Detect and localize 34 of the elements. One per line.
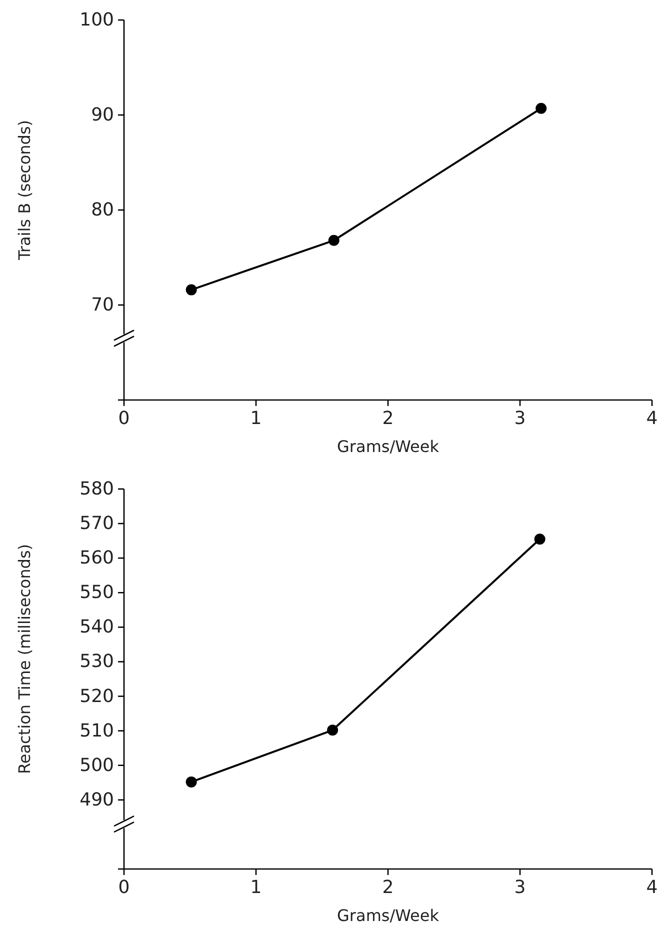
x-tick-label: 2 [382, 408, 394, 429]
y-tick-label: 520 [80, 686, 114, 707]
y-tick-label: 510 [80, 720, 114, 742]
y-tick-label: 530 [80, 651, 114, 672]
point [536, 102, 547, 114]
x-axis-title: Grams/Week [337, 906, 440, 925]
point [327, 724, 338, 736]
x-tick-label: 0 [118, 877, 130, 898]
point [186, 284, 197, 296]
y-tick-label: 560 [80, 548, 114, 569]
y-axis-title: Reaction Time (milliseconds) [15, 544, 34, 774]
x-tick-label: 3 [514, 408, 526, 429]
x-tick-label: 1 [250, 408, 262, 429]
y-tick-label: 550 [80, 582, 114, 604]
y-axis-title: Trails B (seconds) [15, 120, 34, 262]
x-tick-label: 4 [646, 408, 658, 429]
point [186, 776, 197, 788]
x-tick-label: 0 [118, 408, 130, 429]
x-tick-label: 2 [382, 877, 394, 898]
x-tick-label: 3 [514, 877, 526, 898]
y-tick-label: 570 [80, 513, 114, 534]
y-tick-label: 100 [80, 10, 114, 30]
point [534, 534, 546, 545]
x-tick-label: 1 [250, 877, 262, 898]
y-tick-label: 540 [80, 616, 114, 638]
point [328, 234, 340, 246]
y-tick-label: 70 [91, 294, 114, 316]
y-tick-label: 90 [91, 104, 114, 126]
x-tick-label: 4 [646, 877, 658, 898]
y-tick-label: 490 [80, 789, 114, 810]
y-tick-label: 500 [80, 754, 114, 776]
y-tick-label: 580 [80, 478, 114, 500]
x-axis-title: Grams/Week [337, 437, 440, 456]
y-tick-label: 80 [91, 200, 114, 220]
